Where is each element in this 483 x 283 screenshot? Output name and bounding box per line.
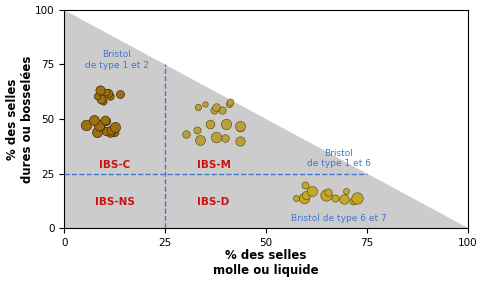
Point [194, 128, 201, 133]
Point [201, 102, 209, 107]
Point [102, 129, 110, 133]
Point [94, 130, 101, 134]
Point [111, 124, 118, 129]
Point [302, 192, 310, 197]
Point [99, 99, 106, 103]
Point [340, 196, 348, 201]
Point [97, 123, 104, 128]
Text: Bristol de type 6 et 7: Bristol de type 6 et 7 [291, 214, 386, 223]
Point [236, 123, 244, 128]
Point [196, 138, 203, 142]
Point [226, 99, 233, 104]
Point [301, 183, 309, 187]
Y-axis label: % des selles
dures ou bosselées: % des selles dures ou bosselées [6, 55, 33, 183]
Point [221, 136, 228, 140]
Text: Bristol
de type 1 et 2: Bristol de type 1 et 2 [85, 50, 149, 70]
Point [300, 196, 308, 201]
Point [101, 119, 109, 123]
Point [98, 97, 105, 101]
Point [324, 189, 332, 194]
Text: IBS-D: IBS-D [198, 197, 229, 207]
Point [350, 199, 357, 203]
Point [308, 189, 315, 193]
Point [212, 105, 219, 110]
Point [226, 102, 233, 106]
Text: IBS-NS: IBS-NS [95, 197, 135, 207]
Point [210, 108, 218, 112]
Point [82, 123, 89, 128]
Point [353, 196, 361, 201]
Point [292, 196, 300, 200]
Point [195, 104, 202, 109]
Text: IBS-C: IBS-C [99, 160, 130, 170]
Point [95, 123, 103, 128]
Point [101, 118, 109, 122]
Point [222, 121, 229, 126]
Point [93, 94, 100, 98]
Point [104, 90, 112, 95]
Point [116, 92, 124, 97]
X-axis label: % des selles
molle ou liquide: % des selles molle ou liquide [213, 249, 319, 277]
Point [213, 135, 220, 140]
Point [106, 129, 114, 134]
Point [182, 132, 189, 136]
Point [107, 128, 115, 133]
Point [106, 94, 114, 98]
Point [342, 188, 350, 193]
Text: IBS-M: IBS-M [197, 160, 230, 170]
Point [111, 130, 118, 134]
Text: Bristol
de type 1 et 6: Bristol de type 1 et 6 [307, 149, 370, 168]
Point [236, 125, 244, 129]
Point [102, 90, 110, 95]
Point [206, 122, 213, 126]
Point [322, 193, 329, 198]
Point [237, 138, 244, 143]
Point [96, 88, 103, 92]
Polygon shape [64, 10, 468, 228]
Point [90, 118, 98, 123]
Point [331, 196, 339, 200]
Point [218, 107, 226, 112]
